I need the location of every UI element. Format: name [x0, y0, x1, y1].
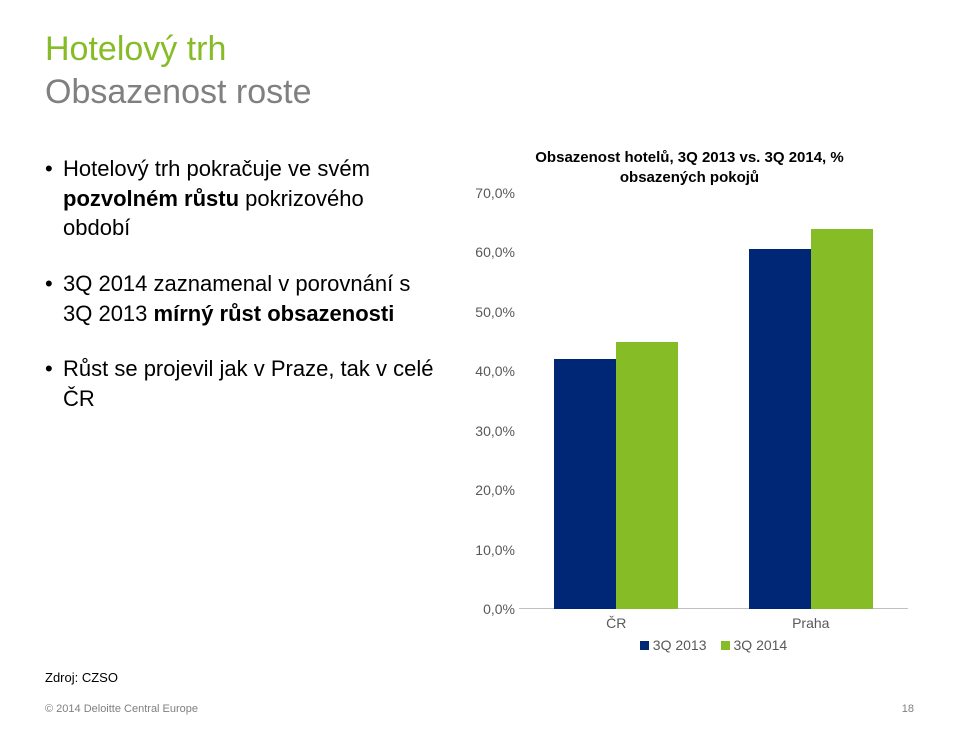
legend-item: 3Q 2013: [640, 637, 707, 653]
bars-container: [519, 193, 908, 609]
y-tick-label: 20,0%: [475, 482, 515, 498]
page-number: 18: [902, 703, 914, 715]
bullet-text: Hotelový trh pokračuje ve svém pozvolném…: [63, 154, 435, 243]
bullet-dot-icon: •: [45, 354, 63, 413]
source-label: Zdroj: CZSO: [45, 670, 118, 685]
legend-swatch-icon: [640, 641, 649, 650]
chart-legend: 3Q 2013 3Q 2014: [519, 637, 908, 653]
bar: [749, 249, 811, 609]
x-axis-labels: ČRPraha: [519, 615, 908, 631]
category-group: [519, 193, 714, 609]
x-tick-label: ČR: [519, 615, 714, 631]
legend-label: 3Q 2014: [734, 637, 788, 653]
bar-chart: ČRPraha 3Q 2013 3Q 2014 0,0% 10,0% 20,0% 30,…: [465, 193, 914, 653]
bar: [554, 359, 616, 609]
bullet-list: • Hotelový trh pokračuje ve svém pozvoln…: [45, 148, 435, 653]
bullet-dot-icon: •: [45, 269, 63, 328]
bullet-text: 3Q 2014 zaznamenal v porovnání s 3Q 2013…: [63, 269, 435, 328]
bar: [616, 342, 678, 609]
y-tick-label: 60,0%: [475, 244, 515, 260]
content-row: • Hotelový trh pokračuje ve svém pozvoln…: [45, 148, 914, 653]
legend-item: 3Q 2014: [721, 637, 788, 653]
plot-area: [519, 193, 908, 609]
chart-title: Obsazenost hotelů, 3Q 2013 vs. 3Q 2014, …: [465, 148, 914, 187]
y-tick-label: 40,0%: [475, 363, 515, 379]
page-title-sub: Obsazenost roste: [45, 73, 914, 112]
page-title-main: Hotelový trh: [45, 30, 914, 69]
bullet-item: • 3Q 2014 zaznamenal v porovnání s 3Q 20…: [45, 269, 435, 328]
y-tick-label: 30,0%: [475, 423, 515, 439]
y-tick-label: 70,0%: [475, 185, 515, 201]
bullet-dot-icon: •: [45, 154, 63, 243]
bar: [811, 229, 873, 609]
category-group: [714, 193, 909, 609]
copyright-text: © 2014 Deloitte Central Europe: [45, 703, 198, 715]
legend-label: 3Q 2013: [653, 637, 707, 653]
page-footer: © 2014 Deloitte Central Europe 18: [45, 703, 914, 715]
y-tick-label: 10,0%: [475, 542, 515, 558]
y-tick-label: 0,0%: [483, 601, 515, 617]
bullet-item: • Hotelový trh pokračuje ve svém pozvoln…: [45, 154, 435, 243]
chart-panel: Obsazenost hotelů, 3Q 2013 vs. 3Q 2014, …: [465, 148, 914, 653]
bullet-text: Růst se projevil jak v Praze, tak v celé…: [63, 354, 435, 413]
y-tick-label: 50,0%: [475, 304, 515, 320]
bullet-item: • Růst se projevil jak v Praze, tak v ce…: [45, 354, 435, 413]
x-tick-label: Praha: [714, 615, 909, 631]
legend-swatch-icon: [721, 641, 730, 650]
